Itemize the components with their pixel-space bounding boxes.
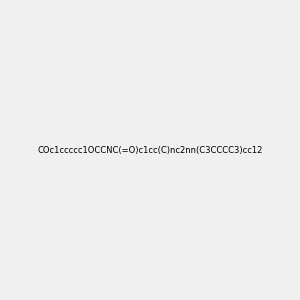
- Text: COc1ccccc1OCCNC(=O)c1cc(C)nc2nn(C3CCCC3)cc12: COc1ccccc1OCCNC(=O)c1cc(C)nc2nn(C3CCCC3)…: [37, 146, 263, 154]
